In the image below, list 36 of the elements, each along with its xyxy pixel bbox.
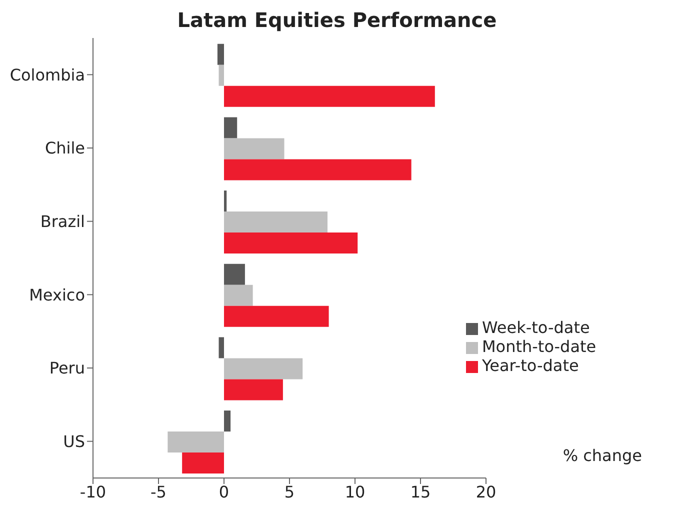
- x-tick-label: 20: [476, 482, 496, 502]
- x-tick-label: -10: [80, 482, 106, 502]
- legend-label: Year-to-date: [482, 356, 579, 375]
- bar: [224, 212, 328, 233]
- x-tick-label: 10: [344, 482, 366, 502]
- legend-label: Week-to-date: [482, 318, 590, 337]
- bar: [224, 190, 227, 212]
- bar: [182, 452, 224, 474]
- bar: [224, 379, 283, 400]
- text: % change: [562, 446, 642, 465]
- bar: [224, 232, 358, 254]
- y-tick-label: Colombia: [10, 65, 85, 84]
- bar: [224, 86, 435, 107]
- bar: [168, 432, 224, 453]
- y-tick-label: Peru: [49, 358, 85, 378]
- bar: [224, 264, 245, 285]
- y-tick-label: Mexico: [29, 285, 85, 304]
- bar: [224, 306, 329, 327]
- y-tick-label: US: [63, 432, 85, 452]
- chart-title: Latam Equities Performance: [176, 8, 498, 34]
- bar: [224, 410, 231, 432]
- x-tick-label: 5: [284, 482, 295, 502]
- bar: [224, 159, 412, 180]
- legend-label: Month-to-date: [482, 337, 596, 356]
- bar: [217, 44, 224, 65]
- y-tick-label: Chile: [44, 138, 85, 158]
- x-tick-label: -5: [150, 482, 166, 502]
- bar: [224, 117, 238, 138]
- bar: [218, 64, 224, 86]
- bar: [224, 284, 253, 306]
- x-tick-label: 15: [410, 482, 431, 502]
- bar: [224, 138, 284, 160]
- bar: [218, 337, 224, 358]
- y-tick-label: Brazil: [40, 212, 85, 232]
- x-tick-label: 0: [218, 482, 230, 502]
- bar: [224, 358, 303, 380]
